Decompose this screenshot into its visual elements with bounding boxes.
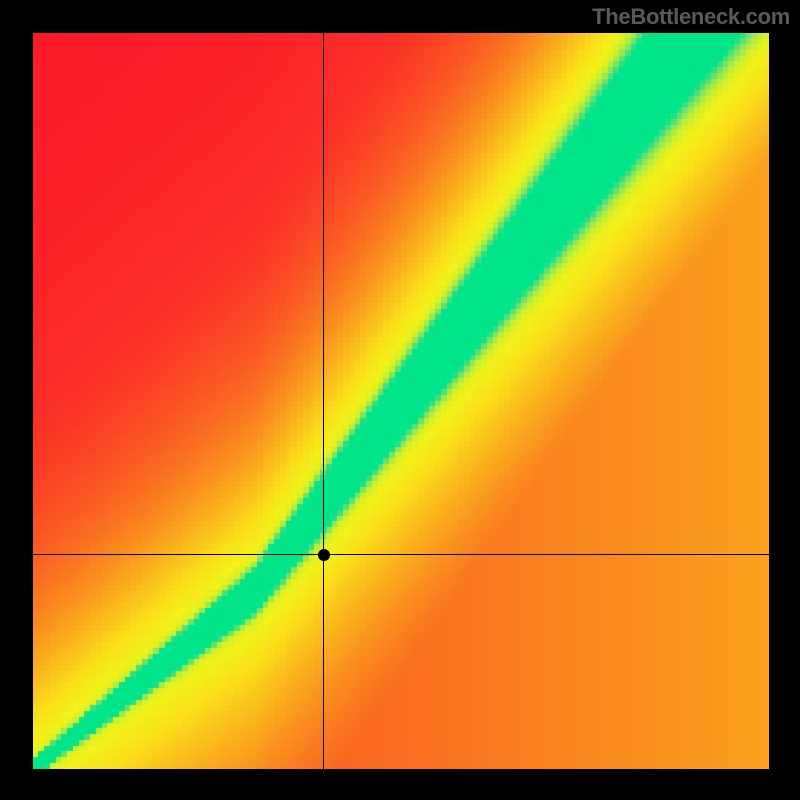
- watermark-text: TheBottleneck.com: [592, 4, 790, 30]
- heatmap-plot-frame: [33, 33, 769, 769]
- bottleneck-heatmap-canvas: [33, 33, 769, 769]
- selection-marker-dot: [318, 549, 330, 561]
- crosshair-vertical-line: [323, 33, 324, 769]
- bottleneck-heatmap-page: TheBottleneck.com: [0, 0, 800, 800]
- crosshair-horizontal-line: [33, 554, 769, 555]
